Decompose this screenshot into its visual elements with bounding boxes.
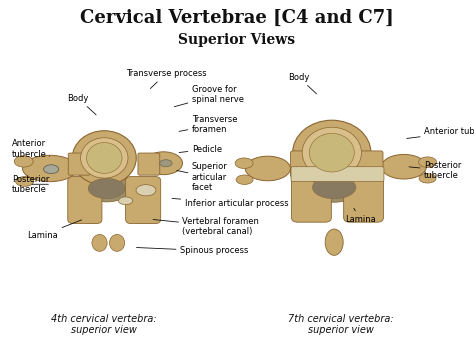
Ellipse shape bbox=[86, 143, 122, 173]
FancyBboxPatch shape bbox=[126, 177, 161, 224]
Ellipse shape bbox=[82, 174, 131, 202]
Text: 4th cervical vertebra:
superior view: 4th cervical vertebra: superior view bbox=[52, 314, 157, 336]
Text: Lamina: Lamina bbox=[345, 208, 375, 224]
Ellipse shape bbox=[419, 173, 436, 183]
Ellipse shape bbox=[22, 155, 77, 181]
Ellipse shape bbox=[160, 160, 172, 167]
FancyBboxPatch shape bbox=[357, 151, 383, 177]
FancyBboxPatch shape bbox=[292, 173, 331, 222]
Text: Posterior
tubercle: Posterior tubercle bbox=[409, 160, 462, 180]
Ellipse shape bbox=[306, 171, 363, 202]
Text: Transverse
foramen: Transverse foramen bbox=[179, 115, 237, 134]
Ellipse shape bbox=[302, 127, 361, 178]
Ellipse shape bbox=[246, 156, 290, 181]
FancyBboxPatch shape bbox=[344, 173, 383, 222]
Text: Spinous process: Spinous process bbox=[137, 246, 248, 256]
FancyBboxPatch shape bbox=[68, 153, 90, 175]
Ellipse shape bbox=[81, 138, 128, 178]
Text: Superior Views: Superior Views bbox=[178, 33, 296, 47]
FancyBboxPatch shape bbox=[68, 177, 102, 224]
Ellipse shape bbox=[292, 120, 371, 185]
Text: Groove for
spinal nerve: Groove for spinal nerve bbox=[174, 85, 244, 107]
Text: Superior
articular
facet: Superior articular facet bbox=[177, 163, 228, 192]
Text: Body: Body bbox=[67, 94, 96, 115]
Ellipse shape bbox=[92, 234, 107, 251]
Ellipse shape bbox=[381, 154, 427, 179]
Text: Vertebral foramen
(vertebral canal): Vertebral foramen (vertebral canal) bbox=[153, 217, 259, 236]
Ellipse shape bbox=[14, 156, 33, 167]
Ellipse shape bbox=[236, 175, 253, 185]
Ellipse shape bbox=[325, 229, 343, 256]
Text: Transverse process: Transverse process bbox=[126, 69, 206, 88]
Text: Lamina: Lamina bbox=[27, 220, 82, 240]
Ellipse shape bbox=[312, 176, 356, 199]
Text: 7th cervical vertebra:
superior view: 7th cervical vertebra: superior view bbox=[289, 314, 394, 336]
Text: Pedicle: Pedicle bbox=[179, 145, 222, 154]
Ellipse shape bbox=[16, 177, 34, 186]
Text: Body: Body bbox=[288, 73, 317, 94]
FancyBboxPatch shape bbox=[291, 151, 317, 177]
Ellipse shape bbox=[44, 165, 59, 173]
FancyBboxPatch shape bbox=[291, 167, 384, 181]
Ellipse shape bbox=[109, 234, 125, 251]
Text: Anterior tubercle: Anterior tubercle bbox=[407, 127, 474, 138]
Ellipse shape bbox=[235, 158, 253, 168]
Ellipse shape bbox=[136, 185, 156, 196]
Text: Cervical Vertebrae [C4 and C7]: Cervical Vertebrae [C4 and C7] bbox=[80, 9, 394, 27]
Ellipse shape bbox=[419, 157, 437, 167]
Text: Anterior
tubercle: Anterior tubercle bbox=[12, 139, 50, 159]
Ellipse shape bbox=[72, 131, 137, 185]
Ellipse shape bbox=[88, 178, 125, 199]
Ellipse shape bbox=[145, 152, 182, 174]
Text: Inferior articular process: Inferior articular process bbox=[172, 198, 289, 208]
Ellipse shape bbox=[118, 197, 133, 205]
Text: Posterior
tubercle: Posterior tubercle bbox=[12, 174, 49, 194]
Ellipse shape bbox=[309, 133, 354, 172]
FancyBboxPatch shape bbox=[138, 153, 160, 175]
